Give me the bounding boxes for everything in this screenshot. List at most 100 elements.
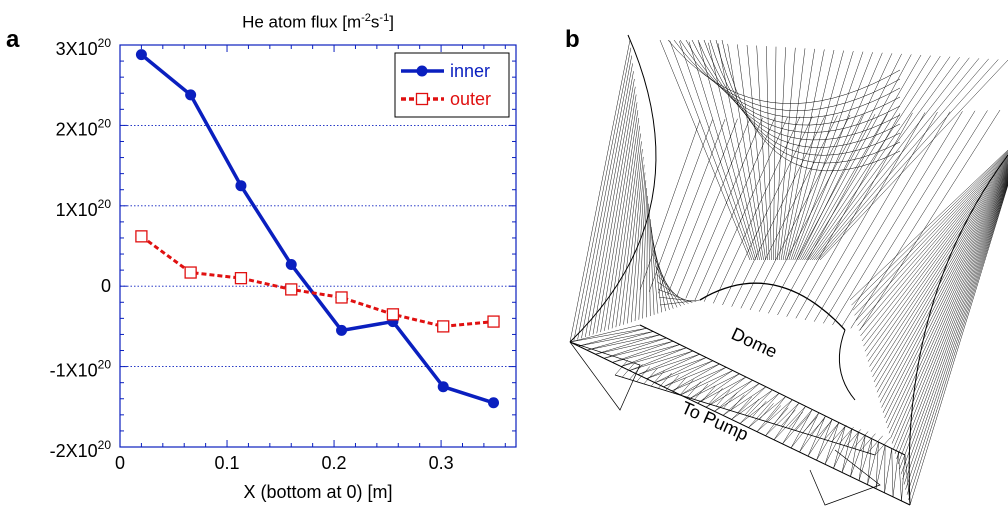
title-sup-2: -1 [379,12,390,24]
data-point-outer [386,308,400,321]
y-tick-label: 1X1020 [56,197,112,220]
mesh-line-left-fan [634,172,646,322]
mesh-line-top-fan [790,51,864,261]
mesh-line-duct [731,389,773,420]
mesh-line-duct [756,396,786,432]
data-point-inner [235,180,247,192]
mesh-line-left-fan [623,149,643,325]
mesh-line-duct [714,380,753,412]
mesh-line-duct [578,328,647,347]
mesh-line-duct [765,402,800,436]
mesh-line-duct [833,428,853,469]
mesh-line-left-fan [658,289,693,303]
data-point-outer [135,230,148,243]
mesh-line-right-fan [897,177,1008,465]
mesh-line-centre [648,119,713,292]
mesh-line-duct [654,360,713,383]
grid-layer [120,124,516,368]
mesh-line-right-fan [858,155,1008,331]
mesh-line-duct [688,373,740,400]
mesh-line-top-fan [756,45,770,261]
y-tick-label: 2X1020 [56,116,112,139]
mesh-line-duct-inner [788,411,803,429]
mesh-line-duct [671,367,727,392]
mesh-line-left-fan [659,299,701,306]
mesh-line-centre [685,117,763,299]
panel-label-b: b [565,26,580,53]
mesh-line-right-fan [894,176,1008,454]
mesh-line-duct-inner [831,424,847,442]
title-main: He atom flux [m [242,12,362,32]
mesh-line-right-fan [890,173,1008,439]
mesh-line-top-fan [808,56,951,261]
mesh-arc [691,39,901,133]
mesh-line-duct-inner [723,392,738,409]
mesh-line-duct [731,386,767,420]
mesh-line-left-fan [646,195,648,318]
mesh-line-top-fan [698,42,758,261]
mesh-line-duct [595,337,667,355]
mesh-line-duct [867,441,879,485]
mesh-line-centre [850,110,988,329]
mesh-line-left-fan [659,296,697,302]
mesh-line-right-fan [891,174,1008,444]
mesh-line-top-fan [815,58,989,261]
x-axis-label: X (bottom at 0) [m] [243,482,393,502]
mesh-line-duct [629,347,687,371]
x-tick-label: 0.3 [429,453,454,473]
mesh-line-centre [823,111,951,324]
mesh-line-duct-inner [744,398,760,416]
mesh-line-duct [891,448,894,497]
mesh-line-duct [603,341,674,359]
mesh-line-duct [898,451,902,501]
mesh-line-duct-inner [853,431,869,449]
mesh-line-left-fan [592,86,636,335]
mesh-line-duct [884,445,886,493]
mesh-line-duct [807,415,826,457]
mesh-line-right-fan [896,177,1008,459]
mesh-line-left-fan [611,125,640,329]
mesh-line-left-fan [630,164,645,323]
mesh-line-left-fan [596,94,637,334]
mesh-line-right-fan [849,149,1008,301]
mesh-line-duct [875,445,886,489]
x-tick-label: 0 [115,453,125,473]
mesh-line-left-fan [604,110,639,331]
mesh-line-duct-inner [708,388,723,405]
mesh-arc [703,39,901,148]
mesh-line-duct [612,341,674,363]
mesh-line-duct-inner [737,396,752,413]
mesh-line-top-fan [786,50,844,261]
mesh-line-top-fan [778,48,806,261]
mesh-line-left-fan [642,188,647,319]
mesh-line-right-fan [900,179,1008,475]
mesh-line-right-fan [885,170,1008,424]
mesh-line-top-fan [784,49,835,261]
mesh-line-top-fan [812,57,970,261]
mesh-line-centre [658,119,726,294]
mesh-line-duct-inner [824,422,840,440]
mesh-line-duct [773,406,806,440]
mesh-line-duct [697,376,747,404]
mesh-line-duct [603,337,667,359]
mesh-line-right-fan [882,169,1008,413]
mesh-line-centre [639,119,701,291]
mesh-line-duct [858,438,873,481]
y-tick-label: -1X1020 [50,358,112,381]
mesh-outlet-right [809,449,881,506]
mesh-line-top-fan [817,59,999,261]
mesh-line-right-fan [902,180,1008,480]
mesh-line-left-fan [650,227,662,313]
data-point-outer [184,266,197,279]
mesh-line-left-fan [627,156,644,324]
mesh-line-centre [676,118,751,297]
mesh-line-duct [748,393,780,428]
mesh-line-duct [714,383,760,412]
mesh-line-duct [586,331,654,351]
mesh-line-duct [739,393,780,424]
mesh-line-right-fan [905,182,1008,490]
mesh-line-top-fan [819,59,1008,261]
legend-box [394,52,510,118]
mesh-line-duct-inner [874,437,891,456]
